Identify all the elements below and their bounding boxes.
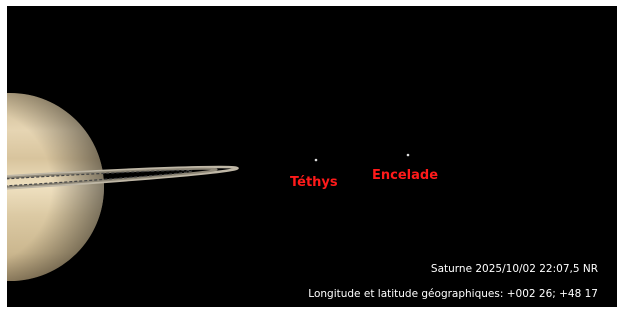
moon-dot <box>407 154 410 157</box>
sky-view: Téthys Encelade Saturne 2025/10/02 22:07… <box>0 0 623 314</box>
moon-label: Encelade <box>372 168 438 183</box>
moon-dot <box>315 159 318 162</box>
coordinates: Longitude et latitude géographiques: +00… <box>308 288 598 300</box>
moon-label: Téthys <box>290 175 338 190</box>
page: Téthys Encelade Saturne 2025/10/02 22:07… <box>0 0 623 314</box>
object-time: Saturne 2025/10/02 22:07,5 NR <box>431 263 598 275</box>
